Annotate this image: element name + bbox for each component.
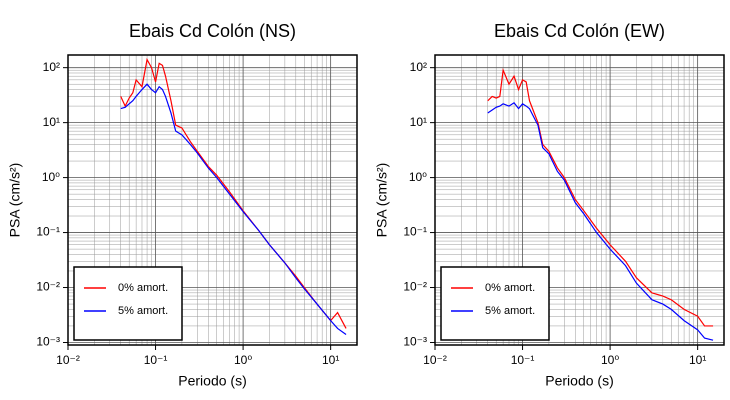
legend-label: 5% amort. — [485, 305, 535, 317]
series-line — [487, 67, 714, 327]
x-tick-label: 10⁻¹ — [144, 353, 168, 367]
legend-label: 0% amort. — [118, 282, 168, 294]
series-line — [120, 83, 347, 335]
y-tick-label: 10² — [43, 60, 60, 74]
y-tick-label: 10⁻² — [403, 280, 427, 294]
chart-title: Ebais Cd Colón (NS) — [129, 21, 296, 41]
series-line — [487, 101, 714, 341]
y-tick-label: 10¹ — [410, 115, 427, 129]
x-tick-label: 10¹ — [689, 353, 706, 367]
x-axis-label: Periodo (s) — [545, 373, 613, 389]
y-tick-label: 10⁻³ — [403, 335, 427, 349]
legend-label: 5% amort. — [118, 305, 168, 317]
x-tick-label: 10⁻² — [423, 353, 447, 367]
x-tick-label: 10¹ — [322, 353, 339, 367]
series-line — [120, 57, 347, 329]
y-axis-label: PSA (cm/s²) — [374, 163, 390, 238]
y-tick-label: 10⁻³ — [36, 335, 60, 349]
y-tick-label: 10⁰ — [409, 170, 427, 184]
legend-box — [73, 266, 183, 341]
y-axis-label: PSA (cm/s²) — [7, 163, 23, 238]
legend-label: 0% amort. — [485, 282, 535, 294]
y-tick-label: 10⁻¹ — [403, 225, 427, 239]
y-tick-label: 10¹ — [43, 115, 60, 129]
x-axis-label: Periodo (s) — [178, 373, 246, 389]
x-tick-label: 10⁻¹ — [511, 353, 535, 367]
legend-box — [440, 266, 550, 341]
x-tick-label: 10⁰ — [601, 353, 619, 367]
y-tick-label: 10⁻² — [36, 280, 60, 294]
plot-frame — [434, 54, 725, 346]
y-tick-label: 10⁰ — [42, 170, 60, 184]
y-tick-label: 10⁻¹ — [36, 225, 60, 239]
y-tick-label: 10² — [410, 60, 427, 74]
plot-frame — [67, 54, 358, 346]
chart-title: Ebais Cd Colón (EW) — [494, 21, 665, 41]
x-tick-label: 10⁻² — [56, 353, 80, 367]
x-tick-label: 10⁰ — [234, 353, 252, 367]
